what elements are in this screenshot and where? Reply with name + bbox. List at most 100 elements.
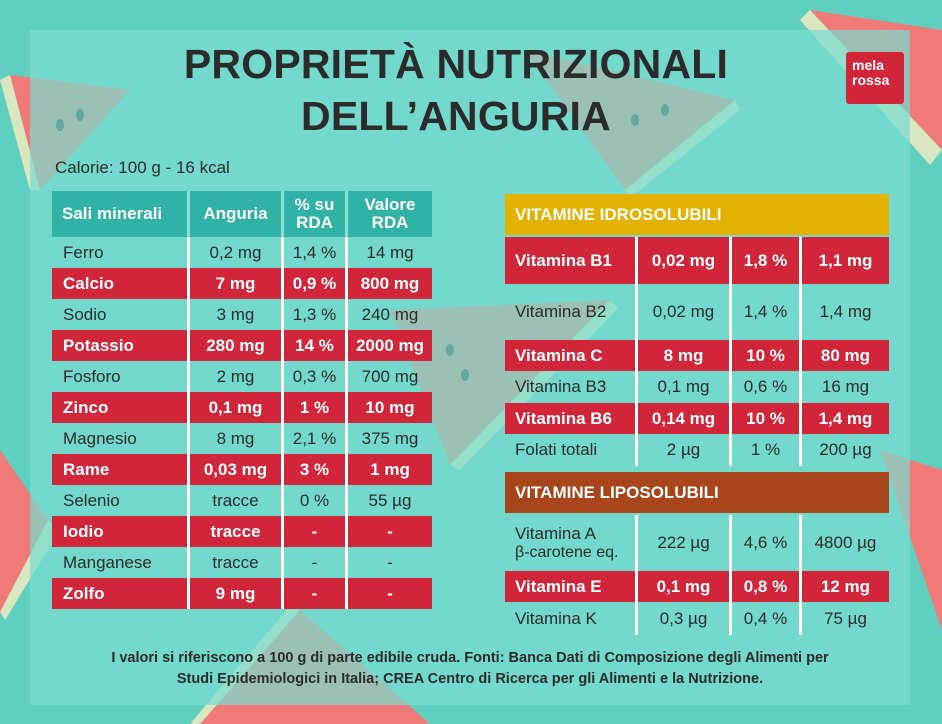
- header-anguria: Anguria: [190, 191, 284, 237]
- mineral-rda-pct: 0 %: [284, 485, 348, 516]
- mineral-rda: 700 mg: [361, 366, 419, 386]
- table-row: Fosforo 2 mg 0,3 % 700 mg: [52, 361, 432, 392]
- vitamin-rda: 80 mg: [802, 340, 889, 371]
- mineral-name: Magnesio: [52, 423, 190, 454]
- mineral-rda: 14 mg: [366, 242, 414, 262]
- table-row: Vitamina K 0,3 µg 0,4 % 75 µg: [505, 602, 889, 635]
- mineral-rda: 55 µg: [368, 490, 412, 510]
- vitamin-amount: 222 µg: [638, 515, 732, 571]
- water-soluble-header: VITAMINE IDROSOLUBILI: [505, 194, 889, 235]
- mineral-rda: 375 mg: [361, 428, 419, 448]
- vitamin-name: Vitamina B6: [505, 403, 638, 434]
- mineral-amount: 9 mg: [190, 578, 284, 609]
- mineral-rda-pct: 0,3 %: [284, 361, 348, 392]
- vitamin-rda-pct: 4,6 %: [732, 515, 802, 571]
- mineral-amount: tracce: [190, 485, 284, 516]
- mineral-rda-pct: -: [284, 578, 348, 609]
- vitamin-rda: 1,4 mg: [802, 403, 889, 434]
- vitamin-name: Vitamina K: [505, 602, 638, 635]
- vitamin-name: Vitamina B2: [505, 284, 638, 340]
- vitamin-rda-pct: 1,4 %: [732, 284, 802, 340]
- minerals-header-row: Sali minerali Anguria % su RDA Valore RDA: [52, 191, 432, 237]
- footnote-line2: Studi Epidemiologici in Italia; CREA Cen…: [176, 671, 764, 687]
- mineral-rda-pct: 3 %: [284, 454, 348, 485]
- mineral-name: Iodio: [52, 516, 190, 547]
- mineral-rda-pct: 0,9 %: [284, 268, 348, 299]
- table-row: Iodio tracce - -: [52, 516, 432, 547]
- mineral-name: Manganese: [52, 547, 190, 578]
- title-line1: PROPRIETÀ NUTRIZIONALI: [183, 41, 729, 87]
- mineral-rda: 240 mg: [361, 304, 419, 324]
- vitamin-name: Vitamina B1: [505, 237, 638, 284]
- vitamin-rda: 1,1 mg: [802, 237, 889, 284]
- vitamin-rda: 12 mg: [802, 571, 889, 602]
- table-row: Sodio 3 mg 1,3 % 240 mg: [52, 299, 432, 330]
- mineral-name: Calcio: [52, 268, 190, 299]
- mineral-name: Ferro: [52, 237, 190, 268]
- vitamin-name: Vitamina E: [505, 571, 638, 602]
- header-sali-minerali: Sali minerali: [52, 191, 190, 237]
- water-soluble-table: Vitamina B1 0,02 mg 1,8 % 1,1 mg Vitamina B2…: [505, 237, 889, 466]
- vitamin-amount: 0,02 mg: [638, 284, 732, 340]
- mineral-rda-pct: 1 %: [284, 392, 348, 423]
- calories-label: Calorie: 100 g - 16 kcal: [55, 158, 230, 177]
- footnote: I valori si riferiscono a 100 g di parte…: [30, 648, 910, 690]
- mineral-rda: -: [387, 552, 393, 572]
- mineral-name: Fosforo: [52, 361, 190, 392]
- fat-soluble-header: VITAMINE LIPOSOLUBILI: [505, 472, 889, 513]
- mineral-rda-pct: -: [284, 516, 348, 547]
- mineral-amount: 0,1 mg: [190, 392, 284, 423]
- table-row: Vitamina B2 0,02 mg 1,4 % 1,4 mg: [505, 284, 889, 340]
- mineral-amount: 280 mg: [190, 330, 284, 361]
- table-row: Potassio 280 mg 14 % 2000 mg: [52, 330, 432, 361]
- mineral-name: Zolfo: [52, 578, 190, 609]
- vitamin-amount: 2 µg: [638, 434, 732, 466]
- vitamin-rda-pct: 0,4 %: [732, 602, 802, 635]
- logo-line2: rossa: [852, 72, 890, 88]
- mineral-amount: 8 mg: [190, 423, 284, 454]
- page-title: PROPRIETÀ NUTRIZIONALI DELL’ANGURIA: [0, 38, 912, 142]
- mineral-amount: 0,2 mg: [190, 237, 284, 268]
- mineral-amount: 2 mg: [190, 361, 284, 392]
- mineral-name: Selenio: [52, 485, 190, 516]
- mineral-rda: 2000 mg: [348, 330, 432, 361]
- vitamin-rda-pct: 0,8 %: [732, 571, 802, 602]
- vitamin-amount: 0,3 µg: [638, 602, 732, 635]
- table-row: Zinco 0,1 mg 1 % 10 mg: [52, 392, 432, 423]
- mineral-amount: 0,03 mg: [190, 454, 284, 485]
- logo-line1: mela: [852, 57, 884, 73]
- header-pct-rda: % su RDA: [284, 191, 348, 237]
- table-row: Ferro 0,2 mg 1,4 % 14 mg: [52, 237, 432, 268]
- table-row: Folati totali 2 µg 1 % 200 µg: [505, 434, 889, 466]
- minerals-table: Sali minerali Anguria % su RDA Valore RDA …: [52, 191, 432, 609]
- vitamin-rda: 75 µg: [824, 608, 867, 628]
- vitamin-rda-pct: 0,6 %: [732, 371, 802, 403]
- table-row: Vitamina B6 0,14 mg 10 % 1,4 mg: [505, 403, 889, 434]
- table-row: Selenio tracce 0 % 55 µg: [52, 485, 432, 516]
- mineral-rda: 800 mg: [348, 268, 432, 299]
- mineral-rda: 1 mg: [348, 454, 432, 485]
- vitamin-amount: 0,02 mg: [638, 237, 732, 284]
- table-row: Manganese tracce - -: [52, 547, 432, 578]
- vitamin-name: Folati totali: [505, 434, 638, 466]
- footnote-line1: I valori si riferiscono a 100 g di parte…: [111, 650, 829, 666]
- vitamin-rda: 200 µg: [819, 440, 872, 459]
- table-row: Zolfo 9 mg - -: [52, 578, 432, 609]
- mineral-name: Zinco: [52, 392, 190, 423]
- vitamin-amount: 0,14 mg: [638, 403, 732, 434]
- table-row: Vitamina B1 0,02 mg 1,8 % 1,1 mg: [505, 237, 889, 284]
- title-line2: DELL’ANGURIA: [301, 93, 611, 139]
- vitamin-name-main: Vitamina A: [515, 524, 596, 543]
- vitamin-rda: 1,4 mg: [819, 302, 872, 321]
- mineral-name: Rame: [52, 454, 190, 485]
- vitamin-rda-pct: 10 %: [732, 340, 802, 371]
- mineral-rda: -: [348, 516, 432, 547]
- vitamin-name: Vitamina B3: [505, 371, 638, 403]
- mineral-name: Sodio: [52, 299, 190, 330]
- vitamin-name-sub: β-carotene eq.: [515, 544, 619, 561]
- mineral-rda-pct: 1,3 %: [284, 299, 348, 330]
- mineral-rda-pct: 14 %: [284, 330, 348, 361]
